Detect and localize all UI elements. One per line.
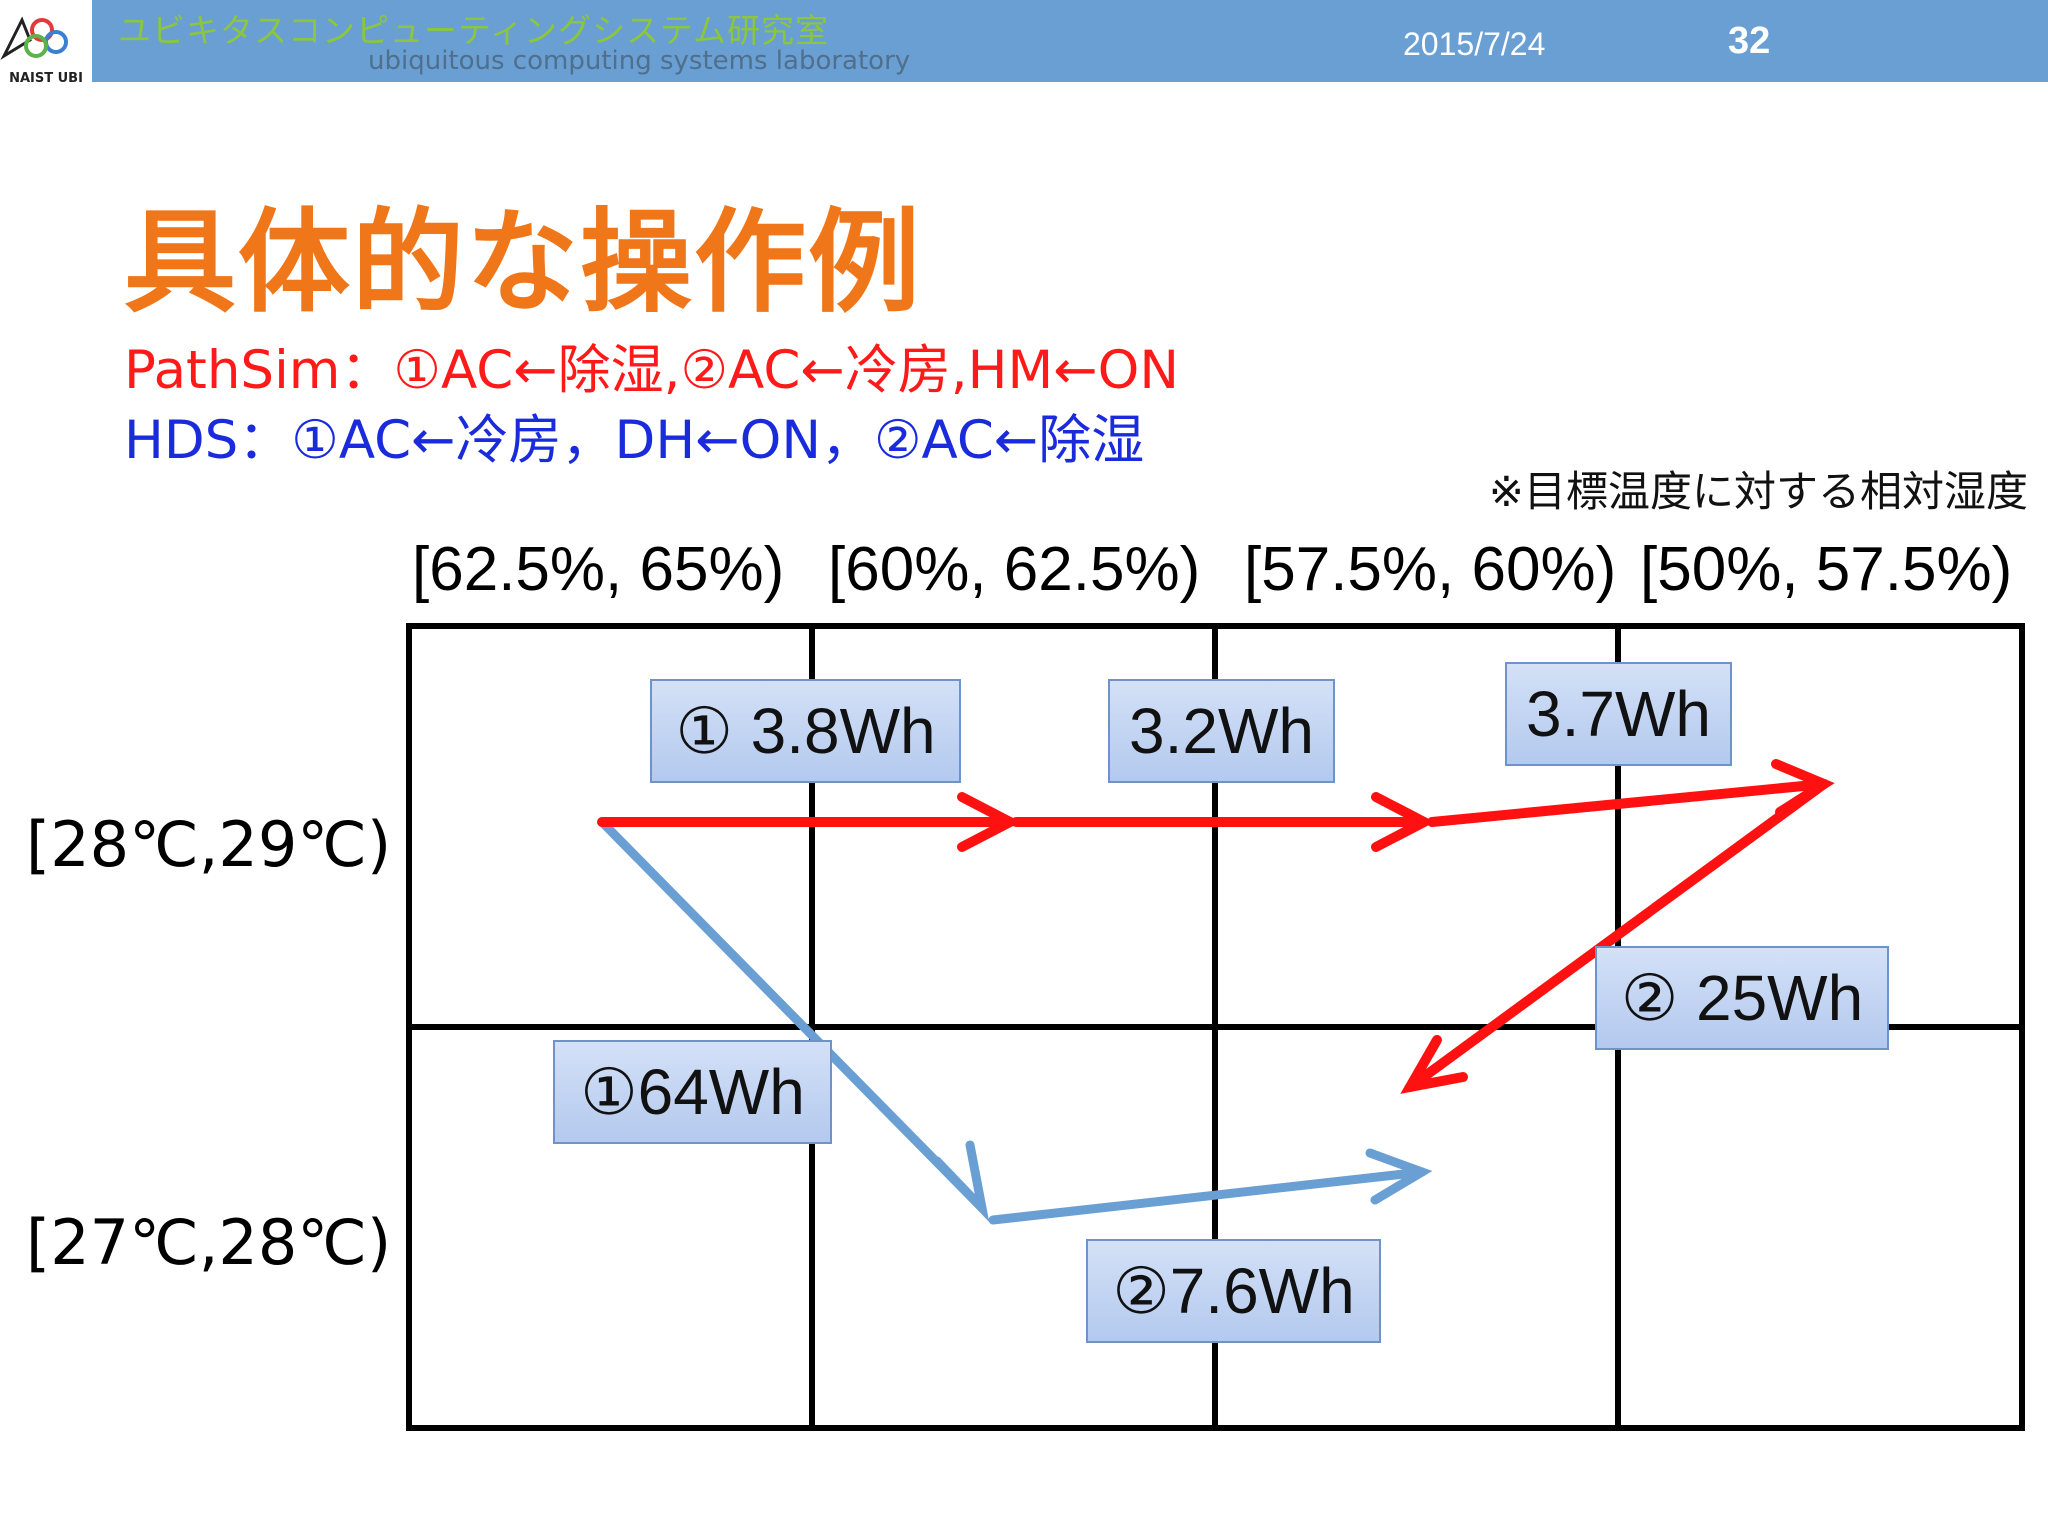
hds-description: HDS：①AC←冷房，DH←ON，②AC←除湿 xyxy=(124,410,1145,471)
pathsim-step1b-energy-label: 3.2Wh xyxy=(1108,679,1335,783)
pathsim-path xyxy=(597,759,1835,1094)
pathsim-step1-energy-label: ① 3.8Wh xyxy=(650,679,961,783)
column-label-3: [57.5%, 60%) xyxy=(1244,535,1617,604)
column-label-1: [62.5%, 65%) xyxy=(412,535,785,604)
lab-name-english: ubiquitous computing systems laboratory xyxy=(368,46,911,76)
slide-title: 具体的な操作例 xyxy=(124,198,922,328)
hds-step1-energy-label: ①64Wh xyxy=(553,1040,832,1144)
hds-path xyxy=(597,817,1433,1225)
pathsim-step1c-energy-label: 3.7Wh xyxy=(1505,662,1732,766)
header-bar xyxy=(0,0,2048,82)
lab-name-japanese: ユビキタスコンピューティングシステム研究室 xyxy=(118,11,830,50)
column-label-2: [60%, 62.5%) xyxy=(828,535,1201,604)
hds-step2-energy-label: ②7.6Wh xyxy=(1086,1239,1381,1343)
pathsim-description: PathSim：①AC←除湿,②AC←冷房,HM←ON xyxy=(124,340,1179,401)
page-number: 32 xyxy=(1728,20,1771,62)
humidity-note: ※目標温度に対する相対湿度 xyxy=(1488,467,2028,516)
logo-text: NAIST UBI xyxy=(9,71,83,86)
pathsim-step2-energy-label: ② 25Wh xyxy=(1595,946,1889,1050)
column-label-4: [50%, 57.5%) xyxy=(1640,535,2013,604)
lab-logo: NAIST UBI xyxy=(0,0,92,90)
row-label-1: [28℃,29℃) xyxy=(26,808,392,881)
slide-date: 2015/7/24 xyxy=(1403,26,1546,62)
row-label-2: [27℃,28℃) xyxy=(26,1206,392,1279)
